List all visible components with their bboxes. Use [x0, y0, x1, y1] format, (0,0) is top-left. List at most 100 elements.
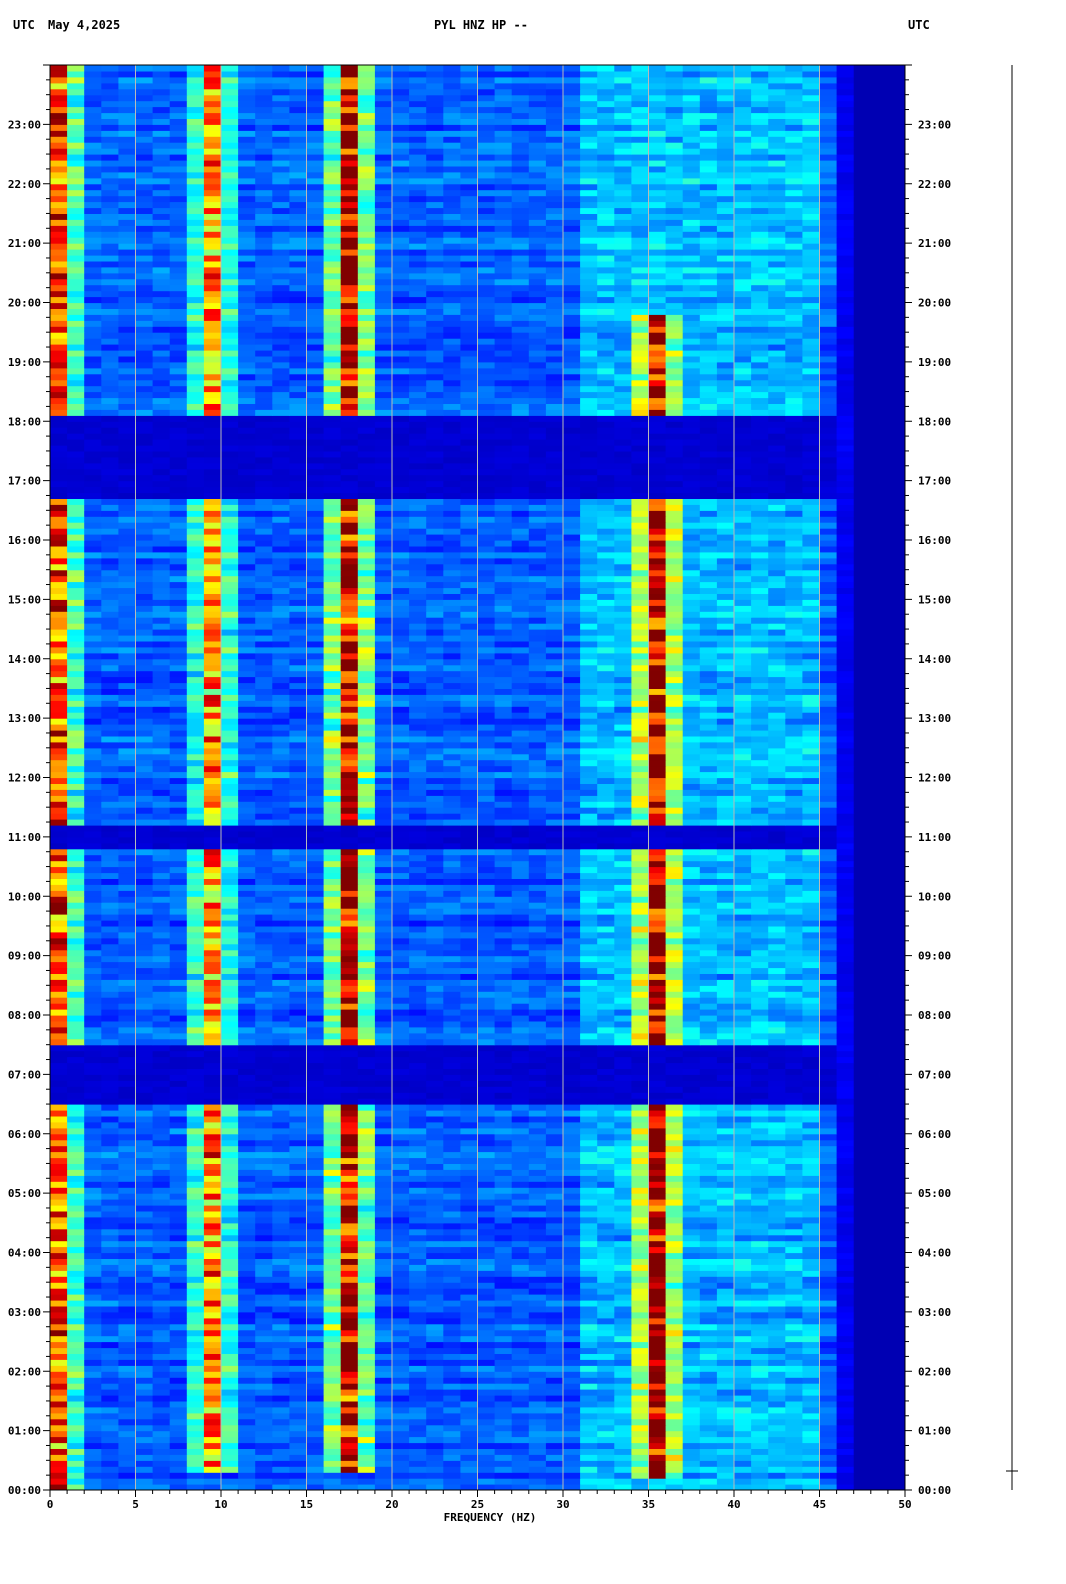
- spectrogram-cell: [306, 1068, 325, 1075]
- spectrogram-cell: [511, 1205, 530, 1212]
- spectrogram-cell: [614, 1478, 632, 1485]
- spectrogram-cell: [682, 1009, 701, 1016]
- spectrogram-cell: [323, 1317, 342, 1325]
- spectrogram-cell: [751, 1258, 769, 1265]
- spectrogram-cell: [563, 1216, 581, 1224]
- spectrogram-cell: [819, 1341, 838, 1349]
- spectrogram-cell: [118, 1098, 137, 1105]
- spectrogram-cell: [340, 1145, 359, 1153]
- spectrogram-cell: [221, 1323, 239, 1331]
- spectrogram-cell: [682, 1276, 701, 1283]
- spectrogram-cell: [785, 1026, 803, 1034]
- spectrogram-cell: [152, 1205, 171, 1212]
- spectrogram-cell: [597, 1086, 615, 1093]
- spectrogram-cell: [84, 1133, 102, 1141]
- spectrogram-cell: [819, 1050, 838, 1058]
- spectrogram-cell: [682, 925, 701, 933]
- spectrogram-cell: [768, 1347, 786, 1354]
- spectrogram-cell: [238, 1246, 256, 1254]
- spectrogram-cell: [477, 1412, 496, 1420]
- spectrogram-cell: [255, 914, 273, 921]
- spectrogram-cell: [221, 920, 239, 927]
- spectrogram-cell: [340, 1038, 359, 1046]
- spectrogram-cell: [203, 1460, 222, 1467]
- spectrogram-cell: [409, 1282, 427, 1289]
- spectrogram-cell: [118, 1175, 137, 1182]
- spectrogram-cell: [870, 1472, 889, 1479]
- spectrogram-cell: [460, 961, 479, 969]
- spectrogram-cell: [289, 1115, 308, 1123]
- spectrogram-cell: [614, 1412, 632, 1420]
- spectrogram-cell: [528, 1442, 547, 1449]
- spectrogram-cell: [340, 943, 359, 951]
- spectrogram-cell: [511, 1448, 530, 1455]
- spectrogram-cell: [870, 937, 889, 945]
- spectrogram-cell: [699, 1187, 718, 1194]
- spectrogram-cell: [67, 920, 85, 927]
- spectrogram-cell: [221, 1460, 239, 1467]
- spectrogram-cell: [272, 955, 290, 963]
- spectrogram-cell: [443, 1015, 461, 1022]
- spectrogram-cell: [426, 1026, 444, 1034]
- spectrogram-cell: [545, 925, 564, 933]
- spectrogram-cell: [511, 925, 530, 933]
- spectrogram-cell: [836, 1175, 855, 1182]
- spectrogram-cell: [289, 1210, 308, 1218]
- spectrogram-cell: [169, 937, 188, 945]
- spectrogram-cell: [836, 902, 855, 909]
- spectrogram-cell: [374, 1044, 393, 1052]
- spectrogram-cell: [853, 1050, 872, 1058]
- spectrogram-cell: [50, 1038, 68, 1046]
- spectrogram-cell: [665, 1169, 684, 1176]
- spectrogram-cell: [580, 1383, 598, 1390]
- spectrogram-cell: [152, 1038, 171, 1046]
- spectrogram-cell: [255, 949, 273, 957]
- spectrogram-cell: [67, 955, 85, 963]
- spectrogram-cell: [597, 1329, 615, 1337]
- spectrogram-cell: [699, 920, 718, 927]
- spectrogram-cell: [203, 1347, 222, 1354]
- spectrogram-cell: [374, 1270, 393, 1277]
- spectrogram-cell: [203, 1169, 222, 1176]
- spectrogram-cell: [392, 961, 410, 969]
- spectrogram-cell: [426, 1484, 444, 1490]
- spectrogram-cell: [443, 1460, 461, 1467]
- spectrogram-cell: [255, 1442, 273, 1449]
- spectrogram-cell: [50, 1264, 68, 1271]
- spectrogram-cell: [255, 1258, 273, 1265]
- spectrogram-cell: [870, 1181, 889, 1188]
- spectrogram-cell: [255, 1216, 273, 1224]
- spectrogram-cell: [203, 937, 222, 945]
- spectrogram-cell: [716, 1026, 735, 1034]
- spectrogram-cell: [186, 902, 205, 909]
- spectrogram-cell: [340, 1323, 359, 1331]
- spectrogram-cell: [545, 1466, 564, 1473]
- spectrogram-cell: [716, 1216, 735, 1224]
- spectrogram-cell: [50, 1436, 68, 1444]
- spectrogram-cell: [186, 914, 205, 921]
- spectrogram-cell: [50, 1074, 68, 1081]
- spectrogram-cell: [255, 1383, 273, 1390]
- spectrogram-cell: [84, 1151, 102, 1159]
- spectrogram-cell: [426, 979, 444, 986]
- spectrogram-cell: [460, 1454, 479, 1461]
- spectrogram-cell: [785, 931, 803, 939]
- spectrogram-cell: [289, 1406, 308, 1414]
- spectrogram-cell: [870, 1442, 889, 1449]
- spectrogram-cell: [152, 1009, 171, 1016]
- spectrogram-cell: [716, 1252, 735, 1259]
- spectrogram-cell: [870, 1288, 889, 1295]
- spectrogram-cell: [203, 1341, 222, 1349]
- spectrogram-cell: [682, 1210, 701, 1218]
- spectrogram-cell: [67, 1169, 85, 1176]
- spectrogram-cell: [392, 908, 410, 915]
- spectrogram-cell: [221, 1472, 239, 1479]
- spectrogram-cell: [819, 1038, 838, 1046]
- spectrogram-cell: [887, 1145, 905, 1153]
- spectrogram-cell: [84, 1424, 102, 1432]
- spectrogram-cell: [357, 961, 376, 969]
- spectrogram-cell: [802, 1181, 821, 1188]
- spectrogram-cell: [648, 1121, 667, 1129]
- spectrogram-cell: [716, 1062, 735, 1069]
- spectrogram-cell: [392, 1300, 410, 1307]
